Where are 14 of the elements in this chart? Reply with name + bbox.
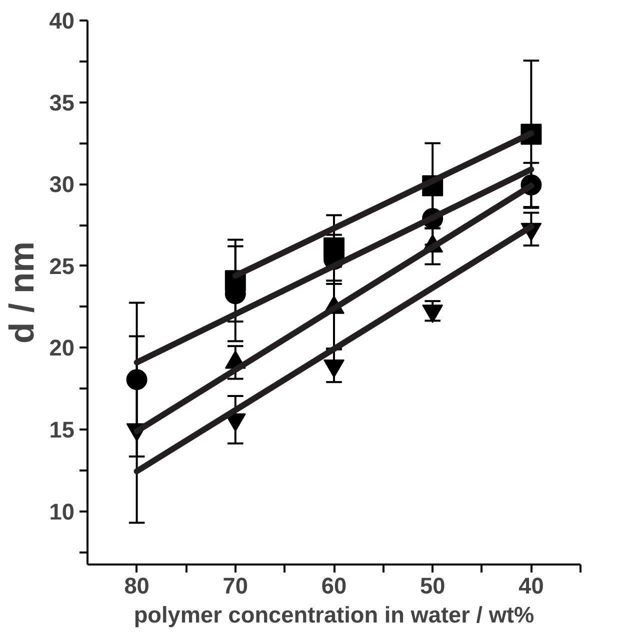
x-axis-title: polymer concentration in water / wt%	[134, 602, 534, 628]
y-tick-label: 40	[49, 8, 74, 34]
x-tick-label: 70	[222, 572, 248, 598]
y-tick-label: 10	[49, 498, 74, 524]
y-axis-title: d / nm	[3, 241, 42, 344]
x-tick-label: 50	[420, 572, 446, 598]
y-tick-label: 35	[49, 89, 74, 116]
y-tick-label: 15	[49, 416, 74, 443]
x-tick-label: 60	[321, 572, 347, 598]
y-tick-label: 25	[49, 252, 74, 279]
x-tick-label: 80	[124, 572, 150, 598]
x-tick-label: 40	[518, 572, 544, 598]
y-tick-label: 20	[49, 334, 74, 361]
y-tick-label: 30	[49, 171, 74, 198]
